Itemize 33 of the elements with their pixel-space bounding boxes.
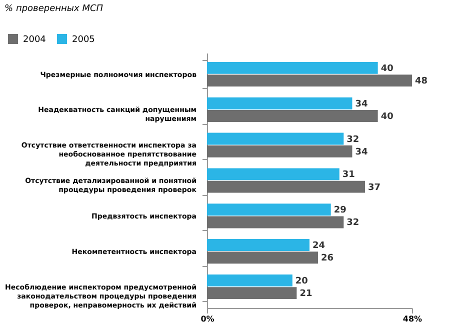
bar (207, 274, 292, 286)
bar (207, 132, 344, 145)
data-label: 24 (312, 241, 326, 252)
x-tick-label: 0% (200, 314, 214, 324)
data-label: 34 (355, 147, 368, 158)
data-label: 48 (415, 76, 428, 87)
bar (207, 204, 331, 216)
bar (207, 145, 352, 158)
data-label: 34 (355, 99, 368, 110)
bar (207, 62, 378, 74)
data-label: 26 (321, 254, 334, 264)
data-label: 40 (380, 64, 394, 74)
data-label: 32 (346, 218, 360, 228)
bar (207, 252, 318, 264)
legend-label: 2005 (72, 35, 95, 45)
bar (207, 110, 378, 122)
data-label: 31 (342, 170, 355, 180)
legend-label: 2004 (23, 35, 46, 45)
data-label: 21 (300, 289, 312, 300)
bar (207, 180, 366, 193)
text: % проверенных МСП (4, 4, 104, 14)
bar (207, 239, 310, 252)
bar (207, 216, 344, 228)
data-label: 20 (295, 276, 308, 286)
data-label: 37 (368, 182, 381, 193)
bar (207, 287, 297, 300)
data-label: 29 (334, 206, 346, 216)
bar (207, 74, 412, 87)
data-label: 40 (380, 112, 394, 122)
x-tick-label: 48% (402, 314, 422, 324)
bar (207, 97, 352, 110)
bar (207, 168, 340, 180)
data-label: 32 (346, 134, 360, 145)
